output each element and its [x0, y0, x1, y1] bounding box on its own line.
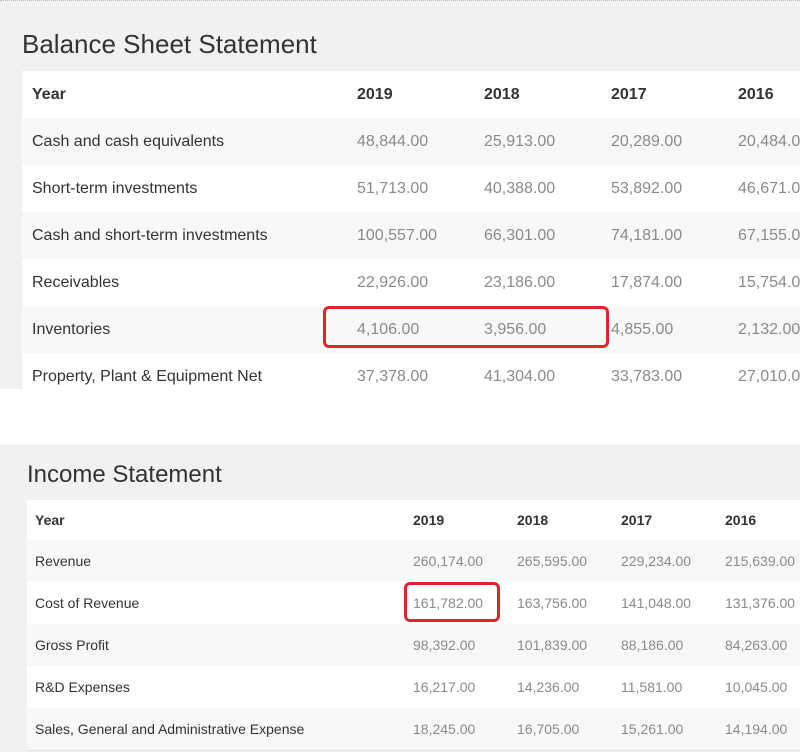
value-cell: 98,392.00 [413, 637, 476, 653]
value-cell: 101,839.00 [517, 637, 588, 653]
value-cell: 4,106.00 [357, 321, 420, 338]
value-cell: 14,194.00 [725, 721, 788, 737]
value-cell: 17,874.00 [611, 274, 683, 291]
value-cell: 51,713.00 [357, 180, 429, 197]
value-cell: 20,484.00 [738, 133, 800, 150]
value-cell: 25,913.00 [484, 133, 556, 150]
section-title: Balance Sheet Statement [22, 29, 317, 59]
row-label: Receivables [32, 274, 120, 291]
row-label: Sales, General and Administrative Expens… [35, 721, 305, 737]
highlight-box [404, 582, 500, 622]
table-header-row: Year 2019 2018 2017 2016 [27, 500, 800, 541]
row-label: R&D Expenses [35, 679, 130, 695]
row-label: Cash and cash equivalents [32, 133, 225, 150]
header-cell: Year [35, 512, 65, 528]
value-cell: 23,186.00 [484, 274, 556, 291]
value-cell: 22,926.00 [357, 274, 429, 291]
row-label: Revenue [35, 553, 92, 569]
value-cell: 265,595.00 [517, 553, 588, 569]
value-cell: 46,671.00 [738, 180, 800, 197]
value-cell: 67,155.00 [738, 227, 800, 244]
value-cell: 27,010.00 [738, 368, 800, 385]
header-cell: 2016 [738, 86, 774, 103]
table-row: Short-term investments 51,713.00 40,388.00… [22, 165, 800, 213]
value-cell: 163,756.00 [517, 595, 588, 611]
header-cell: Year [32, 86, 66, 103]
table-row: R&D Expenses 16,217.00 14,236.00 11,581.00 1… [27, 666, 800, 709]
value-cell: 37,378.00 [357, 368, 429, 385]
value-cell: 11,581.00 [621, 679, 683, 695]
value-cell: 141,048.00 [621, 595, 692, 611]
value-cell: 260,174.00 [413, 553, 484, 569]
header-cell: 2019 [357, 86, 393, 103]
value-cell: 161,782.00 [413, 595, 484, 611]
value-cell: 131,376.00 [725, 595, 796, 611]
value-cell: 48,844.00 [357, 133, 429, 150]
value-cell: 33,783.00 [611, 368, 683, 385]
header-cell: 2017 [621, 512, 653, 528]
value-cell: 66,301.00 [484, 227, 556, 244]
value-cell: 84,263.00 [725, 637, 788, 653]
row-label: Cost of Revenue [35, 595, 140, 611]
value-cell: 53,892.00 [611, 180, 683, 197]
value-cell: 4,855.00 [611, 321, 674, 338]
value-cell: 16,705.00 [517, 721, 580, 737]
header-cell: 2016 [725, 512, 757, 528]
value-cell: 18,245.00 [413, 721, 476, 737]
table-row: Receivables 22,926.00 23,186.00 17,874.00 15… [22, 259, 800, 307]
header-cell: 2019 [413, 512, 445, 528]
value-cell: 3,956.00 [484, 321, 547, 338]
value-cell: 229,234.00 [621, 553, 692, 569]
value-cell: 88,186.00 [621, 637, 684, 653]
value-cell: 74,181.00 [611, 227, 683, 244]
value-cell: 10,045.00 [725, 679, 788, 695]
balance-sheet-panel: Balance Sheet Statement Year 2019 2018 2017… [0, 0, 800, 389]
value-cell: 15,754.00 [738, 274, 800, 291]
table-row: Cash and short-term investments 100,557.0… [22, 212, 800, 260]
value-cell: 20,289.00 [611, 133, 683, 150]
value-cell: 41,304.00 [484, 368, 556, 385]
income-statement-panel: Income Statement Year 2019 2018 2017 2016 Rev… [0, 445, 800, 752]
table-row: Sales, General and Administrative Expens… [27, 708, 800, 751]
header-cell: 2018 [517, 512, 549, 528]
header-cell: 2017 [611, 86, 647, 103]
table-row: Gross Profit 98,392.00 101,839.00 88,186.00… [27, 624, 800, 667]
value-cell: 2,132.00 [738, 321, 800, 338]
table-row: Cash and cash equivalents 48,844.00 25,913… [22, 118, 800, 166]
value-cell: 15,261.00 [621, 721, 684, 737]
highlight-box [323, 306, 609, 348]
value-cell: 100,557.00 [357, 227, 438, 244]
row-label: Gross Profit [35, 637, 109, 653]
table-row: Property, Plant & Equipment Net 37,378.00… [22, 353, 800, 389]
row-label: Short-term investments [32, 180, 198, 197]
table-header-row: Year 2019 2018 2017 2016 [22, 71, 800, 119]
table-row: Revenue 260,174.00 265,595.00 229,234.00 215… [27, 540, 800, 583]
row-label: Cash and short-term investments [32, 227, 268, 244]
value-cell: 40,388.00 [484, 180, 556, 197]
header-cell: 2018 [484, 86, 520, 103]
section-title: Income Statement [27, 461, 222, 488]
value-cell: 215,639.00 [725, 553, 796, 569]
row-label: Property, Plant & Equipment Net [32, 368, 263, 385]
value-cell: 16,217.00 [413, 679, 476, 695]
row-label: Inventories [32, 321, 111, 338]
value-cell: 14,236.00 [517, 679, 580, 695]
